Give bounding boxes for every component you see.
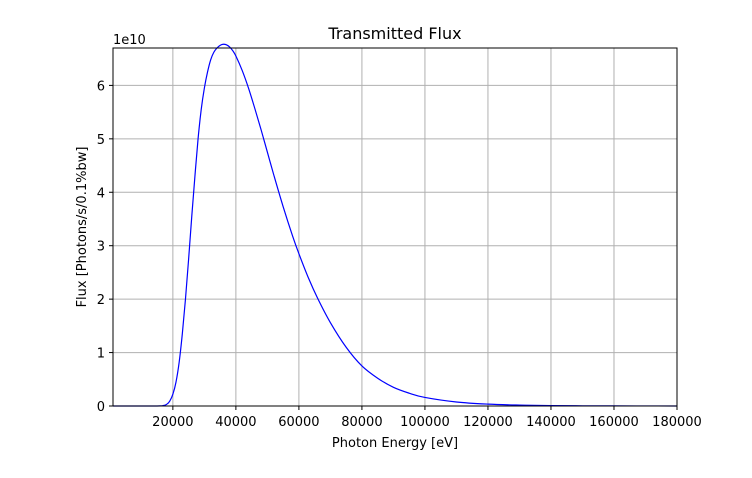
x-tick-label: 20000 <box>152 415 193 430</box>
series-layer <box>112 43 678 407</box>
y-axis-label: Flux [Photons/s/0.1%bw] <box>75 147 90 308</box>
x-tick-label: 140000 <box>526 415 576 430</box>
y-tick-label: 4 <box>97 186 105 201</box>
y-tick-label: 6 <box>97 79 105 94</box>
x-axis-label: Photon Energy [eV] <box>332 436 458 451</box>
x-tick-label: 180000 <box>652 415 702 430</box>
y-axis: 0 1 2 3 4 5 6 <box>97 79 113 415</box>
plot-frame <box>112 47 678 407</box>
x-axis: 20000 40000 60000 80000 100000 120000 140000 16… <box>152 406 702 430</box>
y-tick-label: 5 <box>97 133 105 148</box>
series-line <box>112 43 678 407</box>
x-tick-label: 100000 <box>400 415 450 430</box>
y-tick-label: 2 <box>97 293 105 308</box>
y-tick-label: 0 <box>97 400 105 415</box>
y-tick-label: 1 <box>97 347 105 362</box>
x-tick-label: 120000 <box>463 415 513 430</box>
x-tick-label: 160000 <box>589 415 639 430</box>
y-tick-label: 3 <box>97 240 105 255</box>
x-tick-label: 60000 <box>278 415 319 430</box>
x-tick-label: 80000 <box>341 415 382 430</box>
chart-title: Transmitted Flux <box>327 24 461 43</box>
y-offset-label: 1e10 <box>113 33 146 48</box>
grid <box>113 48 678 407</box>
x-tick-label: 40000 <box>215 415 256 430</box>
